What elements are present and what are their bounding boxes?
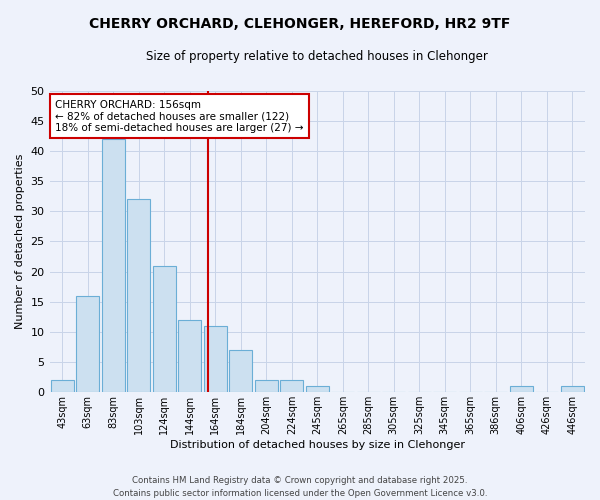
Text: CHERRY ORCHARD: 156sqm
← 82% of detached houses are smaller (122)
18% of semi-de: CHERRY ORCHARD: 156sqm ← 82% of detached…	[55, 100, 304, 133]
Title: Size of property relative to detached houses in Clehonger: Size of property relative to detached ho…	[146, 50, 488, 63]
Bar	[510, 386, 533, 392]
Bar	[280, 380, 303, 392]
X-axis label: Distribution of detached houses by size in Clehonger: Distribution of detached houses by size …	[170, 440, 465, 450]
Bar	[76, 296, 99, 392]
Bar	[178, 320, 201, 392]
Bar	[229, 350, 252, 393]
Bar	[204, 326, 227, 392]
Y-axis label: Number of detached properties: Number of detached properties	[15, 154, 25, 329]
Text: CHERRY ORCHARD, CLEHONGER, HEREFORD, HR2 9TF: CHERRY ORCHARD, CLEHONGER, HEREFORD, HR2…	[89, 18, 511, 32]
Bar	[127, 199, 150, 392]
Bar	[255, 380, 278, 392]
Text: Contains HM Land Registry data © Crown copyright and database right 2025.
Contai: Contains HM Land Registry data © Crown c…	[113, 476, 487, 498]
Bar	[306, 386, 329, 392]
Bar	[102, 139, 125, 392]
Bar	[51, 380, 74, 392]
Bar	[153, 266, 176, 392]
Bar	[561, 386, 584, 392]
